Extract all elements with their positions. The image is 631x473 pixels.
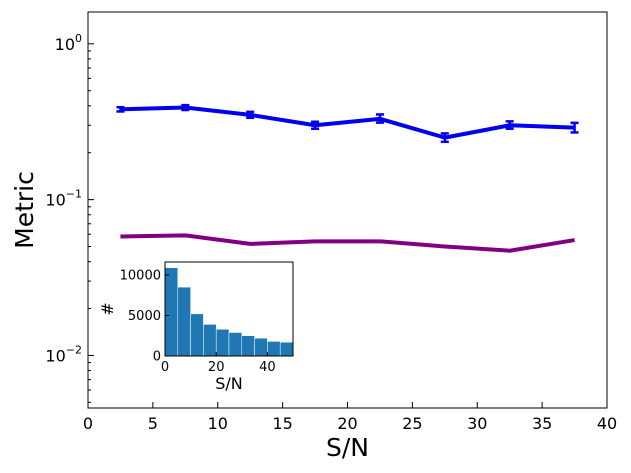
main-ticks: 0 5 10 15 20 25 30 35 40 100 10−1 10−2 <box>45 32 617 433</box>
histogram-bar <box>177 286 191 357</box>
x-tick-label: 20 <box>337 414 357 433</box>
inset-ticks: 0 20 40 0 5000 10000 <box>120 268 276 375</box>
inset-y-axis-label: # <box>98 302 117 315</box>
histogram-bar <box>267 341 281 357</box>
histogram-bar <box>164 267 179 357</box>
main-series <box>116 103 579 253</box>
histogram-bar <box>215 329 230 357</box>
inset-x-tick-label: 0 <box>161 360 169 375</box>
histogram-bar <box>203 324 217 357</box>
x-tick-label: 30 <box>467 414 487 433</box>
histogram-bar <box>279 341 294 357</box>
inset-y-tick-label: 10000 <box>120 268 161 283</box>
series-line-2 <box>120 233 575 253</box>
inset-x-tick-label: 20 <box>208 360 225 375</box>
histogram-bar <box>190 313 204 357</box>
x-tick-label: 0 <box>83 414 93 433</box>
main-y-axis-label: Metric <box>10 171 39 249</box>
y-tick-label: 100 <box>55 32 82 54</box>
x-tick-label: 25 <box>402 414 422 433</box>
inset-x-tick-label: 40 <box>259 360 276 375</box>
y-tick-label: 10−2 <box>45 343 82 365</box>
inset-x-axis-label: S/N <box>215 374 243 393</box>
x-tick-label: 10 <box>208 414 228 433</box>
main-axes: 0 5 10 15 20 25 30 35 40 100 10−1 10−2 S/N Metric <box>10 11 617 462</box>
inset-y-tick-label: 5000 <box>128 309 161 324</box>
x-tick-label: 15 <box>272 414 292 433</box>
x-tick-label: 35 <box>532 414 552 433</box>
main-x-axis-label: S/N <box>326 433 369 462</box>
x-tick-label: 40 <box>597 414 617 433</box>
inset-plot-frame <box>164 261 294 357</box>
histogram-bar <box>228 332 243 357</box>
series-line-1 <box>120 105 575 140</box>
x-tick-label: 5 <box>148 414 158 433</box>
histogram-bar <box>254 337 268 357</box>
inset-y-tick-label: 0 <box>153 350 161 365</box>
inset-axes: 0 20 40 0 5000 10000 S/N # <box>98 261 294 393</box>
histogram-bar <box>241 335 255 357</box>
inset-histogram-bars <box>164 267 294 357</box>
y-tick-label: 10−1 <box>45 188 82 210</box>
